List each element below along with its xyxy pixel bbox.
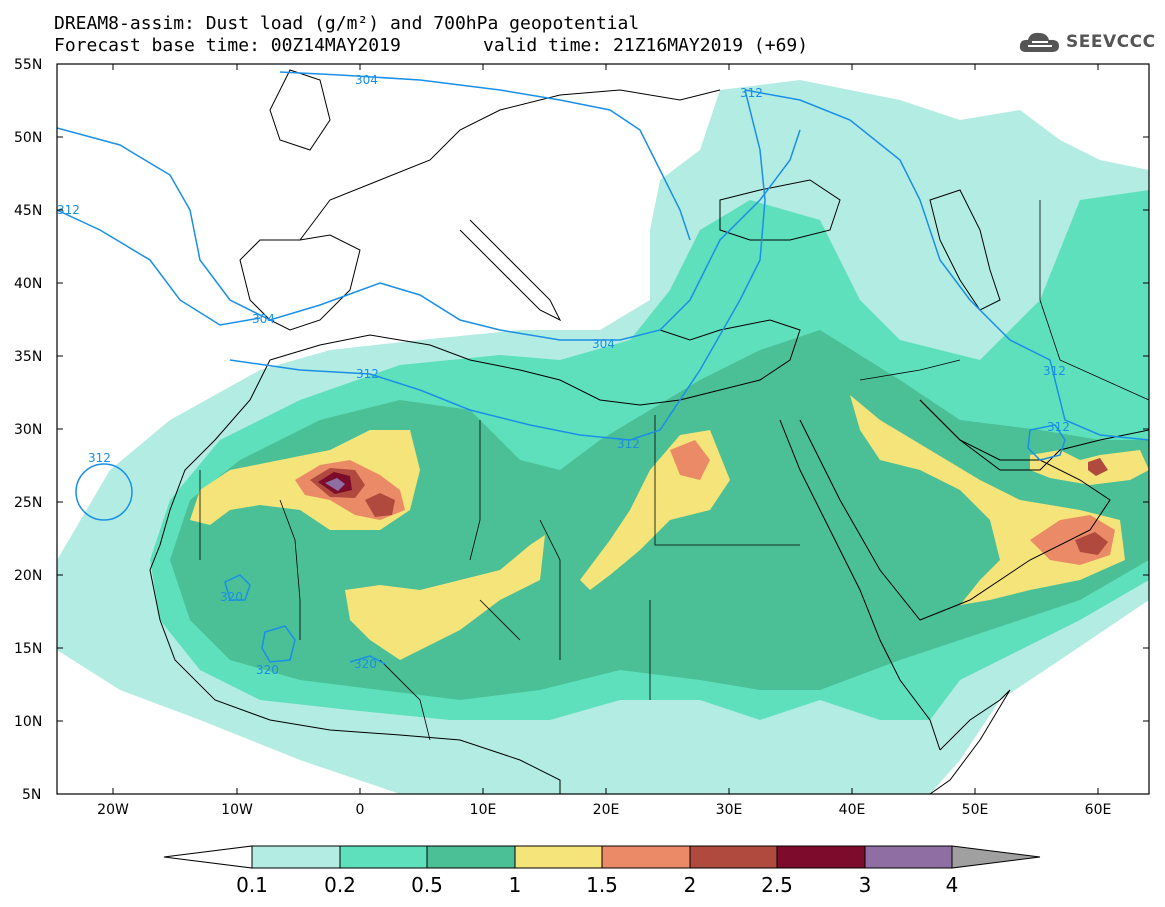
contour-label: 304 [592, 337, 615, 351]
coastline-italy [459, 219, 562, 322]
colorbar-segment [251, 845, 341, 869]
coastline-arabia [799, 399, 1111, 621]
lat-label: 30N [14, 422, 42, 438]
logo-text: SEEVCCC [1066, 32, 1156, 52]
lat-label: 35N [14, 349, 42, 365]
colorbar-segment [776, 845, 866, 869]
contour-label: 320 [256, 663, 279, 677]
lat-label: 5N [22, 787, 41, 803]
contour-label: 312 [1043, 364, 1066, 378]
colorbar-label: 0.5 [411, 873, 443, 897]
colorbar-label: 1 [509, 873, 522, 897]
contour-label: 312 [57, 203, 80, 217]
contour-label: 312 [88, 451, 111, 465]
contour-312-gulf-loop [1027, 424, 1066, 461]
lat-label: 40N [14, 276, 42, 292]
coastline-west-africa [149, 359, 561, 794]
coastline-horn-africa [929, 689, 1011, 794]
coastlines [149, 69, 1149, 794]
dust-level-3 [325, 478, 345, 491]
latitude-labels: 55N 50N 45N 40N 35N 30N 25N 20N 15N 10N … [14, 57, 42, 803]
lon-label: 10W [221, 802, 253, 818]
coastline-britain [269, 69, 331, 151]
contour-label: 312 [356, 367, 379, 381]
lon-label: 10E [470, 802, 497, 818]
forecast-base-time: Forecast base time: 00Z14MAY2019 [54, 35, 401, 56]
contour-320-c [349, 655, 386, 665]
contour-label: 304 [355, 73, 378, 87]
coastline-caspian [929, 189, 1001, 311]
contour-312-main [229, 89, 766, 441]
contour-label-group: 304 312 304 304 312 312 312 312 312 320 … [57, 73, 1070, 677]
lon-label: 20E [593, 802, 620, 818]
seevccc-logo: SEEVCCC [1018, 24, 1158, 60]
lat-label: 10N [14, 714, 42, 730]
cloud-icon [1019, 32, 1059, 52]
colorbar-label: 2 [684, 873, 697, 897]
dust-level-1-b [345, 535, 545, 660]
colorbar-segment [601, 845, 691, 869]
coastline-black-sea [719, 179, 841, 241]
lon-label: 60E [1085, 802, 1112, 818]
dust-level-2-b [1075, 458, 1108, 555]
colorbar-label: 0.1 [236, 873, 268, 897]
contour-304-north [279, 71, 691, 241]
coastline-eastern-med [659, 319, 801, 396]
geopotential-contours [57, 71, 1149, 665]
contour-312-atlantic [75, 463, 133, 521]
contour-label: 304 [252, 312, 275, 326]
colorbar-segment [689, 845, 778, 869]
colorbar-labels: 0.1 0.2 0.5 1 1.5 2 2.5 3 4 [236, 873, 958, 897]
colorbar-segment [514, 845, 603, 869]
contour-label: 312 [740, 86, 763, 100]
lat-label: 20N [14, 568, 42, 584]
contour-312-northwest [57, 127, 801, 341]
colorbar-lower-arrow [163, 845, 253, 869]
lat-label: 55N [14, 57, 42, 73]
coastline-iberia [239, 234, 361, 331]
lon-label: 0 [356, 802, 365, 818]
colorbar [163, 845, 1041, 869]
lat-label: 45N [14, 203, 42, 219]
colorbar-upper-arrow [951, 845, 1041, 869]
contour-label: 312 [617, 437, 640, 451]
contour-304-west [57, 209, 261, 326]
colorbar-label: 2.5 [761, 873, 793, 897]
colorbar-segment [426, 845, 516, 869]
colorbar-label: 1.5 [586, 873, 618, 897]
lat-label: 15N [14, 641, 42, 657]
coastline-red-sea [779, 419, 941, 751]
coastline-persian-gulf [919, 399, 1149, 471]
axis-ticks [57, 63, 1149, 795]
contour-320-a [224, 574, 251, 601]
lon-label: 40E [839, 802, 866, 818]
contour-label: 320 [354, 657, 377, 671]
colorbar-label: 3 [859, 873, 872, 897]
colorbar-label: 4 [946, 873, 959, 897]
lon-label: 50E [962, 802, 989, 818]
lon-label: 20W [97, 802, 129, 818]
contour-label: 312 [1047, 420, 1070, 434]
dust-level-1.5-c [670, 440, 710, 480]
contour-320-b [261, 625, 296, 663]
colorbar-segment [864, 845, 953, 869]
lat-label: 50N [14, 130, 42, 146]
colorbar-segment [339, 845, 428, 869]
coastline-mediterranean-south [269, 334, 701, 406]
contour-312-east [744, 89, 1149, 441]
border-lines [199, 200, 1149, 741]
longitude-labels: 20W 10W 0 10E 20E 30E 40E 50E 60E [97, 802, 1111, 818]
valid-time: valid time: 21Z16MAY2019 (+69) [483, 35, 809, 56]
map-title: DREAM8-assim: Dust load (g/m²) and 700hP… [54, 13, 640, 34]
lat-label: 25N [14, 495, 42, 511]
lon-label: 30E [716, 802, 743, 818]
colorbar-label: 0.2 [324, 873, 356, 897]
coastline-europe [299, 89, 721, 241]
contour-label: 320 [220, 590, 243, 604]
